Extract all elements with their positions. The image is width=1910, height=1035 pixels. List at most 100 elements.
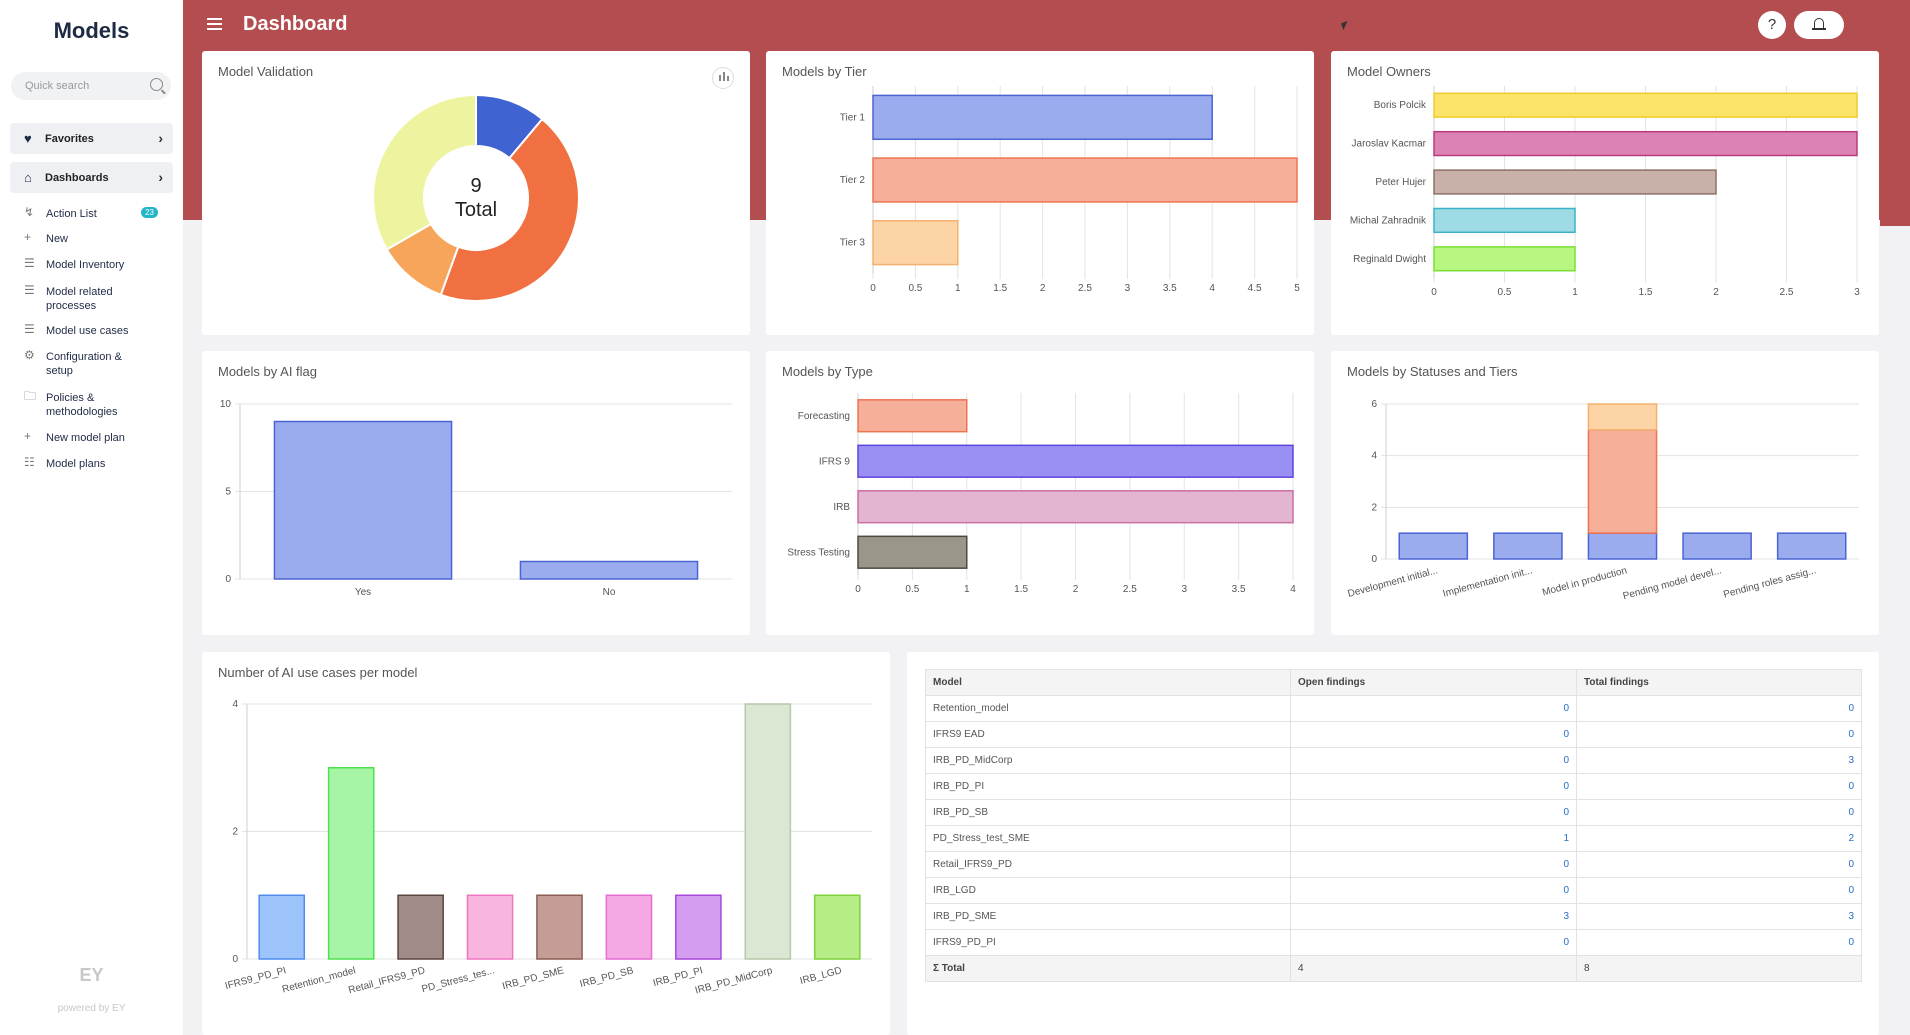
chart-type-icon[interactable]: [712, 67, 734, 89]
cell-open-findings[interactable]: 0: [1290, 695, 1577, 722]
bar-segment: [1587, 429, 1658, 534]
notifications-button[interactable]: [1794, 11, 1844, 39]
card-model-owners: Model Owners 0 0.5 1 1.5 2 2.5 3 Boris Polcik Ja…: [1331, 51, 1879, 335]
bar-segment: [1398, 532, 1469, 560]
x-tick-label: 0: [1431, 287, 1437, 298]
column-header-open-findings[interactable]: Open findings: [1290, 669, 1577, 696]
x-category-label: Model in production: [1541, 565, 1628, 598]
table-row[interactable]: IRB_PD_SME 3 3: [925, 903, 1862, 930]
table-row[interactable]: Retention_model 0 0: [925, 695, 1862, 722]
y-category-label: IRB: [833, 502, 850, 513]
favorites-button[interactable]: ♥ Favorites ›: [10, 123, 173, 154]
ey-logo: EY: [79, 965, 104, 985]
cell-total-findings[interactable]: 0: [1576, 877, 1862, 904]
list-icon: ☰: [24, 283, 35, 297]
cell-open-findings[interactable]: 0: [1290, 799, 1577, 826]
column-header-model[interactable]: Model: [925, 669, 1291, 696]
x-tick-label: 3: [1181, 584, 1187, 595]
cell-total-findings[interactable]: 0: [1576, 799, 1862, 826]
list-icon: ☰: [24, 256, 35, 270]
column-header-total-findings[interactable]: Total findings: [1576, 669, 1862, 696]
bar: [397, 894, 444, 960]
x-category-label: No: [603, 587, 616, 598]
table-row[interactable]: PD_Stress_test_SME 1 2: [925, 825, 1862, 852]
plus-icon: +: [24, 429, 32, 443]
cell-total-findings[interactable]: 0: [1576, 695, 1862, 722]
cell-open-findings[interactable]: 0: [1290, 929, 1577, 956]
cell-open-findings[interactable]: 3: [1290, 903, 1577, 930]
y-category-label: Tier 3: [840, 238, 866, 249]
sidebar: Models Quick search ♥ Favorites › ⌂ Dash…: [0, 0, 183, 1035]
card-model-validation: Model Validation 9 Total: [202, 51, 750, 335]
total-label: Σ Total: [925, 955, 1291, 982]
cell-open-findings[interactable]: 0: [1290, 877, 1577, 904]
app-brand: Models: [53, 18, 130, 43]
y-category-label: Reginald Dwight: [1353, 254, 1426, 265]
y-category-label: Jaroslav Kacmar: [1352, 139, 1427, 150]
sidebar-item-label: Policies & methodologies: [46, 392, 118, 418]
hierarchy-icon: ☷: [24, 455, 35, 469]
bar: [536, 894, 583, 960]
cell-open-findings[interactable]: 1: [1290, 825, 1577, 852]
bar: [605, 894, 653, 960]
card-title: Number of AI use cases per model: [218, 665, 418, 680]
card-title: Models by Type: [782, 364, 873, 379]
home-icon: ⌂: [24, 170, 32, 185]
bar: [327, 767, 375, 960]
cell-model: Retail_IFRS9_PD: [925, 851, 1291, 878]
bar-segment: [1587, 532, 1658, 560]
cell-open-findings[interactable]: 0: [1290, 851, 1577, 878]
x-category-label: IRB_LGD: [799, 965, 843, 987]
cell-total-findings[interactable]: 0: [1576, 773, 1862, 800]
y-tick-label: 4: [232, 699, 238, 710]
cell-open-findings[interactable]: 0: [1290, 773, 1577, 800]
chevron-right-icon: ›: [158, 130, 163, 146]
table-row[interactable]: IRB_LGD 0 0: [925, 877, 1862, 904]
sidebar-item-label: Model plans: [46, 458, 106, 470]
cell-open-findings[interactable]: 0: [1290, 721, 1577, 748]
donut-center-value: 9: [470, 175, 481, 197]
card-models-by-statuses: Models by Statuses and Tiers 0 2 4 6 Develop…: [1331, 351, 1879, 635]
table-row[interactable]: IRB_PD_SB 0 0: [925, 799, 1862, 826]
table-header-row: Model Open findings Total findings: [925, 669, 1862, 696]
table-row[interactable]: IRB_PD_PI 0 0: [925, 773, 1862, 800]
x-category-label: Yes: [355, 587, 371, 598]
x-tick-label: 4: [1290, 584, 1296, 595]
x-category-label: PD_Stress_tes...: [421, 965, 496, 995]
x-tick-label: 0: [870, 283, 876, 294]
bar: [1433, 169, 1717, 195]
x-tick-label: 2: [1713, 287, 1719, 298]
cell-total-findings[interactable]: 0: [1576, 929, 1862, 956]
donut-center-label: Total: [455, 199, 497, 221]
bar: [857, 490, 1294, 524]
table-row[interactable]: IRB_PD_MidCorp 0 3: [925, 747, 1862, 774]
bar: [1433, 92, 1858, 118]
y-tick-label: 4: [1371, 451, 1377, 462]
cell-open-findings[interactable]: 0: [1290, 747, 1577, 774]
heart-icon: ♥: [24, 131, 32, 146]
type-chart: 0 0.5 1 1.5 2 2.5 3 3.5 4 Forecasting IFRS 9 IRB Str…: [787, 393, 1296, 595]
bar: [519, 560, 699, 580]
header-band-edge: [1880, 210, 1910, 226]
cell-total-findings[interactable]: 0: [1576, 721, 1862, 748]
help-button[interactable]: ?: [1758, 11, 1786, 39]
cell-total-findings[interactable]: 0: [1576, 851, 1862, 878]
cell-total-findings[interactable]: 2: [1576, 825, 1862, 852]
sidebar-item-label: Action List: [46, 208, 97, 220]
table-row[interactable]: IFRS9_PD_PI 0 0: [925, 929, 1862, 956]
table-row[interactable]: Retail_IFRS9_PD 0 0: [925, 851, 1862, 878]
x-tick-label: 1.5: [1014, 584, 1028, 595]
search-input[interactable]: Quick search: [11, 72, 171, 100]
search-placeholder: Quick search: [25, 80, 90, 92]
bar-segment: [1493, 532, 1563, 560]
folder-icon: 🗀: [24, 389, 37, 403]
bar: [872, 157, 1298, 203]
dashboards-button[interactable]: ⌂ Dashboards ›: [10, 162, 173, 193]
menu-icon[interactable]: [207, 18, 222, 30]
cell-total-findings[interactable]: 3: [1576, 747, 1862, 774]
table-row[interactable]: IFRS9 EAD 0 0: [925, 721, 1862, 748]
cell-total-findings[interactable]: 3: [1576, 903, 1862, 930]
search-icon[interactable]: [150, 78, 163, 91]
x-category-label: IRB_PD_MidCorp: [694, 965, 774, 996]
tier-chart: 0 0.5 1 1.5 2 2.5 3 3.5 4 4.5 5 Tier 1 Tier 2 Tier 3: [840, 86, 1300, 294]
